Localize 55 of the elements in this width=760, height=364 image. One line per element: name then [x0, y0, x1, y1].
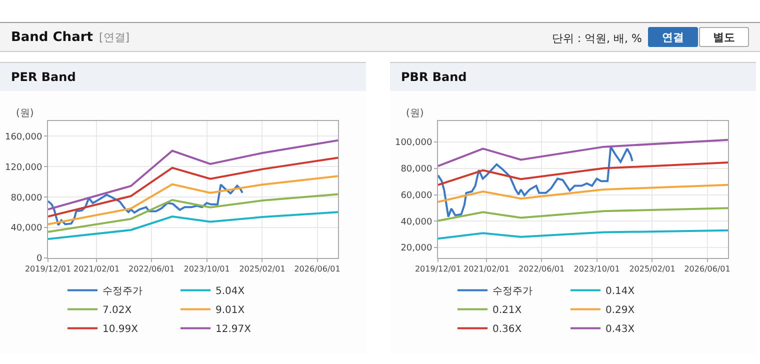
- text: [연결]: [98, 31, 130, 44]
- y-axis-title: (원): [16, 108, 34, 119]
- x-tick-label: 2022/06/01: [128, 264, 175, 274]
- y-tick-label: 40,000: [400, 217, 432, 228]
- line-series: [48, 211, 338, 240]
- legend-label: 0.21X: [492, 305, 522, 316]
- y-tick-label: 100,000: [394, 138, 432, 148]
- legend-label: 수정주가: [492, 286, 532, 298]
- legend-label: 0.14X: [606, 286, 635, 298]
- y-axis-title: (원): [406, 108, 424, 119]
- line-series: [48, 156, 338, 218]
- line-series: [438, 229, 728, 240]
- x-tick-label: 2019/12/01: [24, 264, 72, 274]
- legend-label: 0.43X: [606, 324, 635, 336]
- x-tick-label: 2022/06/01: [518, 264, 565, 274]
- chart-title: PER Band: [0, 62, 366, 91]
- y-tick-label: 120,000: [4, 162, 42, 173]
- legend-label: 12.97X: [216, 324, 252, 336]
- x-tick-label: 2021/02/01: [463, 264, 510, 274]
- line-series: [438, 138, 728, 168]
- x-tick-label: 2023/10/01: [184, 264, 230, 274]
- line-series: [48, 139, 338, 210]
- y-tick-label: 60,000: [400, 190, 432, 201]
- x-tick-label: 2023/10/01: [574, 264, 620, 274]
- chart-title: PBR Band: [390, 62, 756, 91]
- legend-label: 7.02X: [102, 305, 132, 316]
- legend-label: 5.04X: [216, 286, 245, 298]
- text: 단위 : 억원, 배, %: [552, 31, 642, 46]
- x-tick-label: 2019/12/01: [414, 264, 462, 274]
- x-tick-label: 2021/02/01: [73, 264, 120, 274]
- legend-label: 10.99X: [102, 324, 138, 336]
- legend-label: 0.36X: [492, 324, 522, 336]
- y-tick-label: 160,000: [4, 132, 42, 142]
- x-tick-label: 2025/02/01: [239, 264, 286, 274]
- line-series: [48, 184, 244, 226]
- legend-label: 9.01X: [216, 305, 245, 316]
- y-tick-label: 20,000: [400, 244, 432, 254]
- x-tick-label: 2025/02/01: [629, 264, 676, 274]
- x-tick-label: 2026/06/01: [684, 264, 730, 274]
- line-series: [438, 184, 728, 203]
- line-series: [438, 162, 728, 186]
- y-tick-label: 80,000: [400, 164, 432, 175]
- legend-label: 수정주가: [102, 286, 142, 298]
- legend-label: 0.29X: [606, 305, 635, 316]
- line-series: [48, 193, 338, 233]
- x-tick-label: 2026/06/01: [294, 264, 340, 274]
- line-series: [438, 207, 728, 222]
- line-series: [48, 175, 338, 226]
- text: 연결: [648, 27, 698, 47]
- line-series: [438, 146, 634, 218]
- y-tick-label: 40,000: [10, 224, 42, 234]
- text: 별도: [699, 27, 749, 47]
- y-tick-label: 0: [36, 254, 42, 264]
- text: Band Chart: [11, 30, 93, 45]
- y-tick-label: 80,000: [10, 193, 42, 204]
